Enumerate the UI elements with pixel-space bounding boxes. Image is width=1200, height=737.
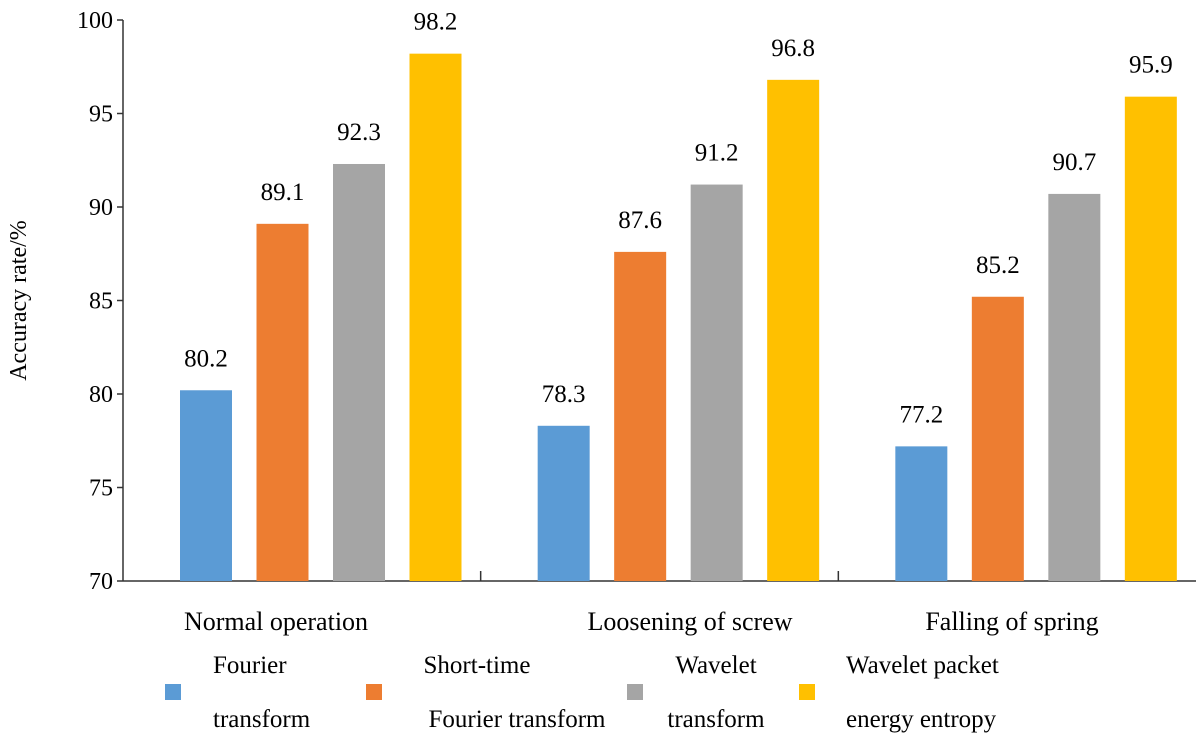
bar xyxy=(256,223,309,581)
legend-swatch xyxy=(165,684,181,700)
bar xyxy=(537,425,590,581)
bar-value-label: 92.3 xyxy=(337,119,381,146)
legend: Fourier transform Short-time Fourier transf… xyxy=(165,652,999,733)
legend-swatch xyxy=(799,684,815,700)
bar-value-label: 80.2 xyxy=(184,345,228,372)
bar-value-label: 91.2 xyxy=(695,140,739,167)
bar xyxy=(767,79,820,581)
bar xyxy=(409,53,462,582)
x-category-label: Normal operation xyxy=(184,607,368,636)
bar-value-label: 87.6 xyxy=(618,207,662,234)
bar xyxy=(1124,96,1177,582)
bar-value-label: 78.3 xyxy=(542,381,586,408)
legend-label-line2: Fourier transform xyxy=(428,706,606,733)
x-category-label: Falling of spring xyxy=(925,607,1098,636)
bar-value-label: 90.7 xyxy=(1052,149,1096,176)
y-tick-label: 90 xyxy=(89,195,113,221)
bar-value-label: 89.1 xyxy=(261,179,305,206)
legend-swatch xyxy=(627,684,643,700)
legend-swatch xyxy=(366,684,382,700)
bar-value-label: 98.2 xyxy=(414,9,458,36)
bar xyxy=(1048,193,1101,581)
y-tick-label: 95 xyxy=(89,102,113,128)
bar xyxy=(690,184,743,581)
bar-value-label: 96.8 xyxy=(771,35,815,62)
legend-label-line1: Wavelet packet xyxy=(846,652,999,679)
y-tick-label: 80 xyxy=(89,382,113,408)
legend-label-line2: transform xyxy=(667,706,765,733)
bars xyxy=(180,53,1177,582)
y-tick-label: 100 xyxy=(77,8,113,34)
legend-label-line1: Short-time xyxy=(424,652,531,679)
legend-label-line1: Wavelet xyxy=(675,652,756,679)
y-tick-label: 70 xyxy=(89,569,113,595)
legend-label-line1: Fourier xyxy=(213,652,287,679)
bar xyxy=(333,163,385,582)
y-tick-label: 85 xyxy=(89,289,113,315)
bar-value-label: 77.2 xyxy=(899,401,943,428)
y-axis-title: Accuracy rate/% xyxy=(6,220,32,381)
legend-label-line2: energy entropy xyxy=(846,706,997,733)
y-tick-label: 75 xyxy=(89,476,113,502)
data-labels: 80.2 89.1 92.3 98.2 78.3 87.6 91.2 96.8 77.2 85.2… xyxy=(184,9,1173,429)
bar xyxy=(895,446,948,581)
x-category-label: Loosening of screw xyxy=(587,607,792,636)
bar xyxy=(614,251,667,581)
bar-value-label: 85.2 xyxy=(976,252,1020,279)
bar xyxy=(971,296,1024,581)
axes: 70 75 80 85 90 95 100 Accuracy rate/% Normal ope… xyxy=(6,8,1196,636)
legend-label-line2: transform xyxy=(213,706,311,733)
bar-value-label: 95.9 xyxy=(1129,52,1173,79)
bar xyxy=(180,390,232,581)
